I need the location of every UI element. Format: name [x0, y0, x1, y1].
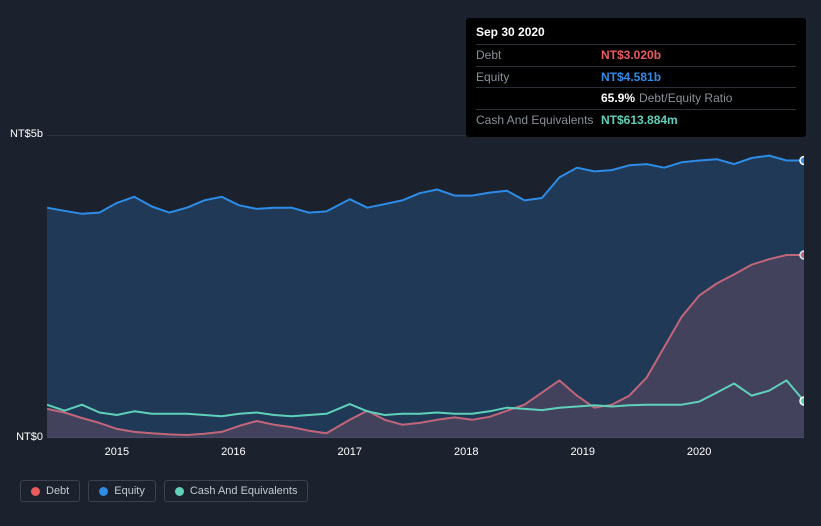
legend-item-label: Equity: [114, 485, 145, 497]
legend-item[interactable]: Cash And Equivalents: [164, 480, 309, 502]
tooltip-row: DebtNT$3.020b: [476, 44, 796, 66]
legend-item[interactable]: Equity: [88, 480, 156, 502]
x-axis-tick: 2018: [454, 446, 478, 458]
tooltip-row-label: Cash And Equivalents: [476, 112, 601, 129]
chart-container: NT$0 NT$5b 2015 2016 2017 2018 2019 2020 Sep 3…: [0, 0, 821, 526]
tooltip-row-value: NT$3.020b: [601, 47, 661, 64]
tooltip-row-value: NT$4.581b: [601, 69, 661, 86]
x-axis-tick: 2019: [570, 446, 594, 458]
tooltip-row-label: [476, 90, 601, 107]
y-axis-tick: NT$5b: [0, 128, 43, 140]
tooltip-row: 65.9% Debt/Equity Ratio: [476, 87, 796, 109]
legend-item-label: Debt: [46, 485, 69, 497]
legend-item[interactable]: Debt: [20, 480, 80, 502]
x-axis-tick: 2016: [221, 446, 245, 458]
legend: Debt Equity Cash And Equivalents: [20, 480, 308, 502]
tooltip-row-value: 65.9%: [601, 90, 635, 107]
plot-area[interactable]: [47, 135, 804, 438]
tooltip-row-suffix: Debt/Equity Ratio: [639, 90, 732, 107]
tooltip-row: EquityNT$4.581b: [476, 66, 796, 88]
tooltip-row-value: NT$613.884m: [601, 112, 678, 129]
x-axis-tick: 2015: [105, 446, 129, 458]
x-axis-tick: 2020: [687, 446, 711, 458]
x-axis-tick: 2017: [338, 446, 362, 458]
y-axis-tick: NT$0: [0, 431, 43, 443]
tooltip-date: Sep 30 2020: [476, 24, 796, 44]
legend-swatch-icon: [99, 487, 108, 496]
tooltip-row-label: Equity: [476, 69, 601, 86]
legend-item-label: Cash And Equivalents: [190, 485, 298, 497]
legend-swatch-icon: [31, 487, 40, 496]
tooltip-row-label: Debt: [476, 47, 601, 64]
chart-tooltip: Sep 30 2020 DebtNT$3.020bEquityNT$4.581b…: [466, 18, 806, 137]
tooltip-row: Cash And EquivalentsNT$613.884m: [476, 109, 796, 131]
legend-swatch-icon: [175, 487, 184, 496]
